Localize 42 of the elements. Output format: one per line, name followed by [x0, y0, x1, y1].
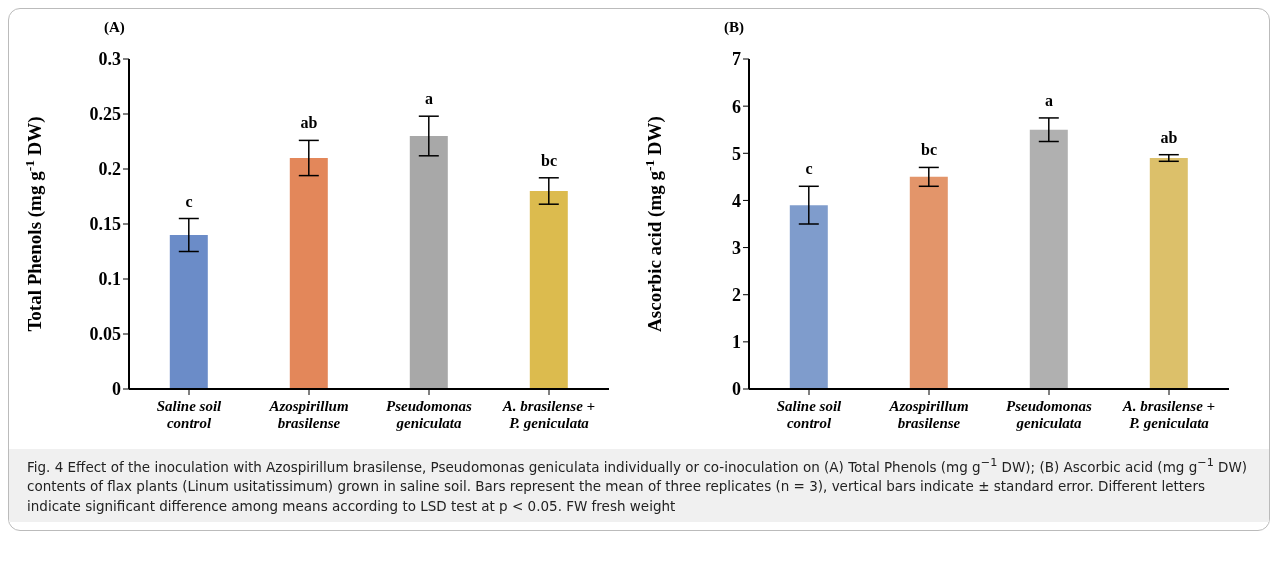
annotation: bc	[541, 151, 557, 169]
bar	[1149, 158, 1188, 389]
y-tick-label: 1	[732, 332, 741, 353]
x-tick-label: A. brasilense + P. geniculata	[501, 398, 596, 431]
x-tick-label: Saline soil control	[156, 398, 223, 431]
x-tick-label: A. brasilense + P. geniculata	[1121, 398, 1216, 431]
y-tick-label: 0.3	[98, 49, 121, 70]
annotation: a	[425, 90, 433, 108]
bar	[529, 191, 568, 389]
x-tick-label: Saline soil control	[776, 398, 843, 431]
y-tick-label: 0	[732, 379, 741, 400]
y-tick-label: 3	[732, 237, 741, 258]
annotation: c	[185, 192, 193, 210]
bar	[289, 158, 328, 389]
chart-title: (A)	[104, 19, 125, 36]
caption: Fig. 4 Effect of the inoculation with Azospirillum brasilense, Pseudomonas geniculata individually or co-inoculation on (A) Total Phenols (mg g$^{−1}$ DW); (B) Ascorbic acid (mg g$^{−1}$ DW) contents of flax plants (Linum usitatissimum) grown in saline soil. Bars represent the mean of three replicates (n = 3), vertical bars indicate ± standard error. Different letters indicate significant difference among means according to LSD test at p < 0.05. FW fresh weight	[9, 449, 1269, 523]
y-tick-label: 4	[732, 190, 741, 211]
y-tick-label: 0.15	[89, 214, 121, 235]
x-tick-label: Pseudomonas geniculata	[386, 398, 473, 431]
annotation: bc	[921, 141, 937, 159]
annotation: a	[1045, 91, 1053, 109]
y-tick-label: 0.1	[98, 269, 121, 290]
annotation: ab	[1160, 128, 1178, 146]
bar	[409, 136, 448, 389]
y-tick-label: 2	[732, 285, 741, 306]
bar	[909, 176, 948, 389]
y-tick-label: 0.2	[98, 159, 121, 180]
annotation: c	[805, 160, 813, 178]
annotation: ab	[300, 114, 318, 132]
y-tick-label: 7	[732, 49, 741, 70]
y-tick-label: 0.05	[89, 324, 121, 345]
x-tick-label: Azospirillum brasilense	[268, 398, 349, 431]
bar	[1029, 129, 1068, 389]
y-tick-label: 0.25	[89, 104, 121, 125]
bar	[169, 235, 208, 389]
x-tick-label: Pseudomonas geniculata	[1006, 398, 1093, 431]
y-tick-label: 5	[732, 143, 741, 164]
bar	[789, 205, 828, 389]
y-tick-label: 0	[112, 379, 121, 400]
y-tick-label: 6	[732, 96, 741, 117]
chart-title: (B)	[724, 19, 744, 36]
x-tick-label: Azospirillum brasilense	[888, 398, 969, 431]
